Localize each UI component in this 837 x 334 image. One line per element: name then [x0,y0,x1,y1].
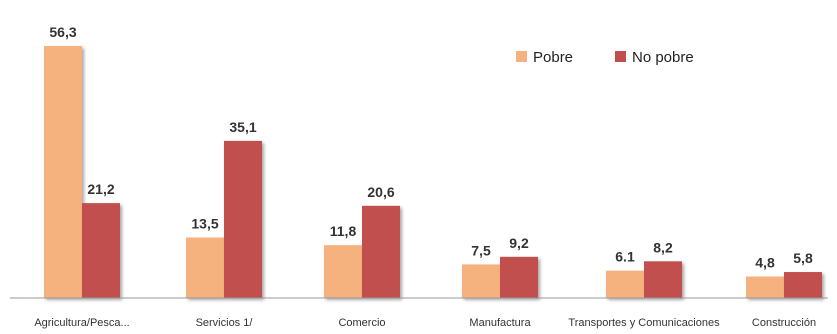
category-label-2: Servicios 1/ [196,317,254,329]
value-label-no-pobre-5: 8,2 [653,239,673,255]
value-label-pobre-2: 13,5 [191,216,218,232]
category-label-6: Construcción [752,317,816,329]
value-label-pobre-3: 11,8 [330,223,357,239]
bar-no-pobre-4 [500,256,538,298]
value-label-pobre-5: 6.1 [615,249,635,265]
category-label-4: Manufactura [469,317,531,329]
bar-pobre-2 [186,237,224,298]
value-label-no-pobre-6: 5,8 [793,250,813,266]
bar-pobre-1 [44,46,82,298]
legend-label-no-pobre: No pobre [632,49,694,66]
value-label-no-pobre-3: 20,6 [367,184,394,200]
bar-no-pobre-5 [644,261,682,298]
bar-no-pobre-2 [224,140,262,298]
value-label-no-pobre-1: 21,2 [87,181,114,197]
value-label-pobre-4: 7,5 [471,242,491,258]
value-label-no-pobre-4: 9,2 [509,235,529,251]
value-label-pobre-6: 4,8 [755,255,775,271]
value-label-no-pobre-2: 35,1 [229,119,256,135]
bar-pobre-3 [324,245,362,298]
legend-swatch-no-pobre [615,51,626,62]
legend-swatch-pobre [516,51,527,62]
category-label-5: Transportes y Comunicaciones [568,317,720,329]
category-labels-group: Agricultura/Pesca... Servicios 1/Comercio… [34,317,816,329]
bar-pobre-6 [746,276,784,298]
bars-group [44,46,822,298]
bar-pobre-5 [606,270,644,298]
category-label-1: Agricultura/Pesca... [34,317,129,329]
category-label-3: Comercio [338,317,385,329]
bar-no-pobre-3 [362,205,400,298]
value-labels-group: 56,3 21,2 13,5 35,1 11,8 20,6 7,5 9,2 6.1 8,2 4,8 5… [49,24,813,271]
bar-no-pobre-6 [784,272,822,298]
legend-label-pobre: Pobre [533,49,573,66]
bar-no-pobre-1 [82,203,120,298]
legend: Pobre No pobre [516,49,694,66]
bar-pobre-4 [462,264,500,298]
value-label-pobre-1: 56,3 [49,24,76,40]
